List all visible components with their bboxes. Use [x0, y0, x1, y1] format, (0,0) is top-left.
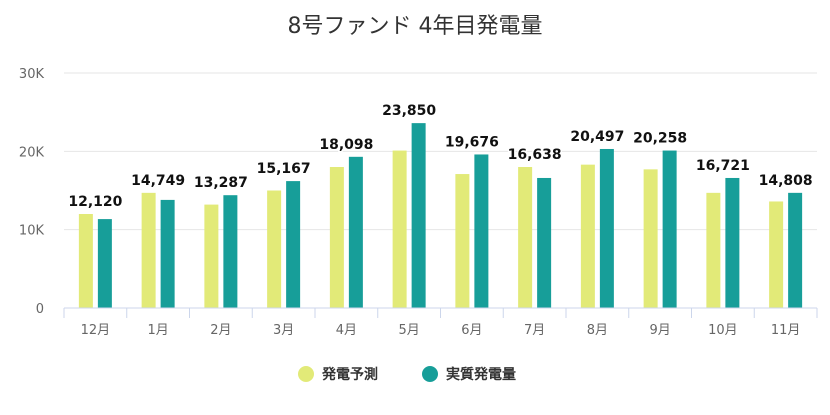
- bar-actual[interactable]: [725, 177, 740, 308]
- gridlines: [64, 72, 817, 309]
- bar-actual[interactable]: [537, 177, 552, 308]
- legend[interactable]: 発電予測 実質発電量: [298, 366, 516, 383]
- data-label: 19,676: [445, 134, 499, 150]
- x-tick-label: 2月: [210, 323, 231, 338]
- x-tick-label: 9月: [649, 323, 670, 338]
- data-label: 18,098: [319, 137, 373, 153]
- bar-actual[interactable]: [474, 154, 489, 308]
- data-label: 14,749: [131, 173, 185, 189]
- x-tick-label: 6月: [461, 323, 482, 338]
- bar-forecast[interactable]: [518, 167, 533, 308]
- bar-forecast[interactable]: [706, 192, 721, 308]
- bar-actual[interactable]: [411, 123, 426, 308]
- y-tick-label: 0: [36, 302, 44, 317]
- y-axis-ticks: 0 10K 20K 30K: [19, 67, 45, 317]
- y-tick-label: 20K: [19, 145, 45, 160]
- legend-swatch: [298, 366, 314, 382]
- bar-forecast[interactable]: [455, 174, 470, 308]
- data-label: 23,850: [382, 103, 436, 119]
- legend-swatch: [422, 366, 438, 382]
- x-tick-label: 10月: [708, 323, 738, 338]
- bar-actual[interactable]: [223, 195, 238, 308]
- data-label: 20,258: [633, 131, 687, 147]
- bar-forecast[interactable]: [267, 190, 282, 309]
- legend-label: 発電予測: [321, 366, 378, 383]
- y-tick-label: 10K: [19, 224, 45, 239]
- data-labels: 12,120 14,749 13,287 15,167 18,098 23,850 19,6…: [67, 102, 814, 212]
- bar-forecast[interactable]: [329, 167, 344, 308]
- legend-item[interactable]: 実質発電量: [422, 366, 516, 383]
- x-tick-label: 8月: [587, 323, 608, 338]
- x-tick-label: 5月: [398, 323, 419, 338]
- data-label: 20,497: [570, 129, 624, 145]
- x-axis: 12月 1月 2月 3月 4月 5月 6月 7月 8月 9月 10月 11月: [63, 307, 818, 338]
- bar-actual[interactable]: [286, 181, 301, 308]
- bar-forecast[interactable]: [769, 201, 784, 308]
- data-label: 13,287: [194, 175, 248, 191]
- x-tick-label: 11月: [771, 323, 801, 338]
- bar-actual[interactable]: [662, 150, 677, 308]
- data-label: 16,638: [508, 147, 562, 163]
- data-label: 12,120: [68, 194, 122, 210]
- bars[interactable]: [78, 123, 803, 309]
- bar-forecast[interactable]: [392, 150, 407, 308]
- bar-forecast[interactable]: [643, 169, 658, 308]
- bar-actual[interactable]: [160, 199, 175, 308]
- data-label: 16,721: [696, 158, 750, 174]
- data-label: 15,167: [257, 161, 311, 177]
- data-label: 14,808: [759, 173, 813, 189]
- x-tick-label: 3月: [273, 323, 294, 338]
- chart-title: 8号ファンド 4年目発電量: [288, 14, 543, 39]
- bar-forecast[interactable]: [580, 164, 595, 308]
- bar-actual[interactable]: [788, 192, 803, 308]
- bar-actual[interactable]: [97, 219, 112, 308]
- y-tick-label: 30K: [19, 67, 45, 82]
- legend-item[interactable]: 発電予測: [298, 366, 378, 383]
- x-tick-label: 4月: [336, 323, 357, 338]
- x-tick-label: 1月: [147, 323, 168, 338]
- bar-actual[interactable]: [599, 148, 614, 308]
- bar-forecast[interactable]: [204, 204, 219, 308]
- bar-forecast[interactable]: [141, 192, 156, 308]
- legend-label: 実質発電量: [446, 366, 516, 383]
- bar-actual[interactable]: [348, 156, 363, 308]
- x-tick-label: 7月: [524, 323, 545, 338]
- bar-forecast[interactable]: [78, 214, 93, 308]
- x-tick-label: 12月: [81, 323, 111, 338]
